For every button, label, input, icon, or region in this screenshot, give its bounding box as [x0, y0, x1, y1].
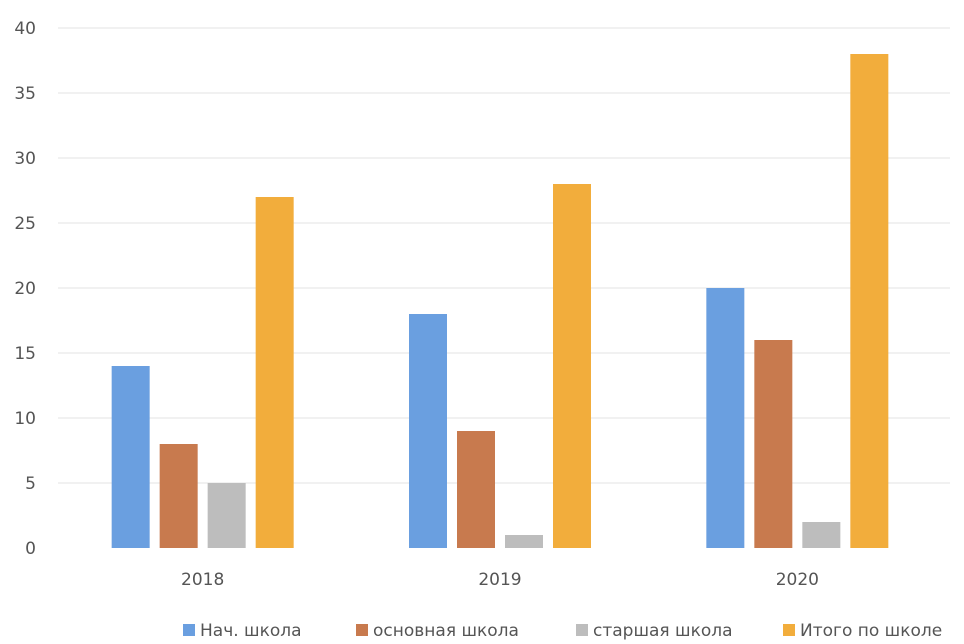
bar-2018-series-2: [159, 444, 198, 548]
legend: Нач. школа основная школа старшая школа Ито…: [183, 621, 942, 641]
legend-label: основная школа: [373, 621, 519, 640]
bar-2018-series-4: [255, 197, 294, 548]
y-tick-label: 30: [14, 149, 36, 169]
legend-swatch-3: [576, 624, 588, 636]
legend-label: Итого по школе: [800, 621, 942, 640]
y-tick-label: 35: [14, 84, 36, 104]
legend-swatch-1: [183, 624, 195, 636]
bar-2020-series-1: [706, 288, 745, 548]
bar-2020-series-4: [850, 54, 889, 548]
y-tick-label: 5: [25, 474, 36, 494]
bars: [111, 54, 889, 548]
y-tick-label: 0: [25, 539, 36, 559]
y-tick-label: 10: [14, 409, 36, 429]
y-tick-label: 15: [14, 344, 36, 364]
y-tick-label: 25: [14, 214, 36, 234]
y-axis-ticks: 0 5 10 15 20 25 30 35 40: [14, 19, 36, 559]
bar-2019-series-4: [553, 184, 591, 548]
legend-label: старшая школа: [593, 621, 733, 640]
legend-swatch-4: [783, 624, 795, 636]
x-tick-label: 2018: [181, 570, 224, 590]
x-tick-label: 2019: [478, 570, 521, 590]
bar-2020-series-2: [754, 340, 793, 548]
gridlines: [58, 27, 950, 484]
y-tick-label: 40: [14, 19, 36, 39]
y-tick-label: 20: [14, 279, 36, 299]
bar-2019-series-1: [409, 314, 447, 548]
bar-2018-series-1: [111, 366, 150, 548]
x-axis-ticks: 2018 2019 2020: [181, 570, 819, 590]
bar-2020-series-3: [802, 522, 841, 548]
x-tick-label: 2020: [776, 570, 819, 590]
bar-2018-series-3: [207, 483, 246, 548]
bar-2019-series-3: [505, 535, 543, 548]
legend-label: Нач. школа: [200, 621, 302, 640]
bar-2019-series-2: [457, 431, 495, 548]
legend-swatch-2: [356, 624, 368, 636]
